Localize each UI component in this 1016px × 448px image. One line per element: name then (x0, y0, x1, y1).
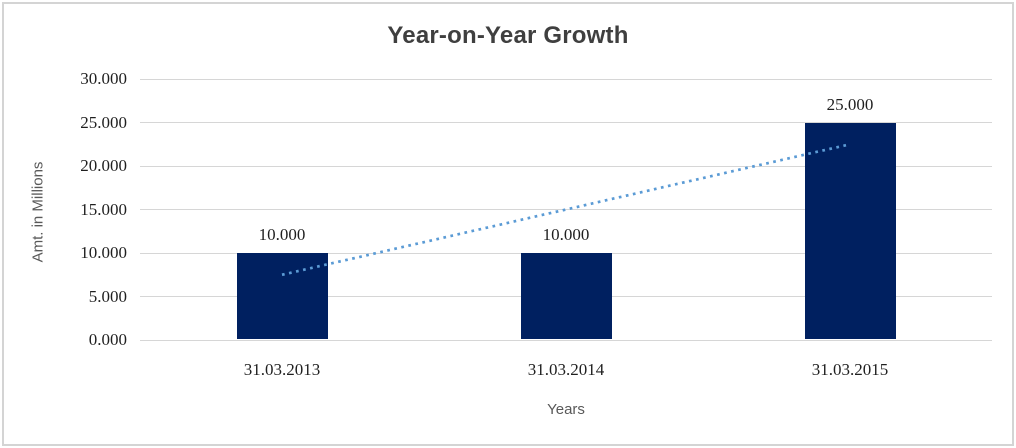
bar-31.03.2015 (804, 122, 896, 339)
x-axis-line (140, 339, 992, 341)
y-tick-label: 30.000 (80, 69, 127, 88)
x-tick-label: 31.03.2014 (527, 360, 605, 379)
y-gridline (140, 78, 992, 80)
chart-title: Year-on-Year Growth (387, 22, 629, 49)
y-tick-label: 15.000 (80, 199, 127, 219)
y-tick-label: 5.000 (88, 286, 127, 306)
y-gridline (140, 165, 992, 167)
bar-data-label: 25.000 (826, 94, 874, 114)
y-tick-label: 10.000 (80, 243, 127, 262)
bar-data-label: 10.000 (258, 225, 306, 244)
y-tick-label: 20.000 (80, 156, 127, 175)
y-tick-label: 25.000 (80, 112, 127, 132)
bar-31.03.2014 (520, 253, 612, 339)
y-tick-label: 0.000 (88, 330, 127, 349)
bar-data-label: 10.000 (542, 225, 590, 244)
x-axis-title: Years (547, 401, 585, 418)
y-gridline (140, 209, 992, 210)
x-tick-label: 31.03.2013 (243, 360, 321, 379)
y-gridline (140, 122, 992, 123)
x-tick-label: 31.03.2015 (811, 360, 889, 379)
